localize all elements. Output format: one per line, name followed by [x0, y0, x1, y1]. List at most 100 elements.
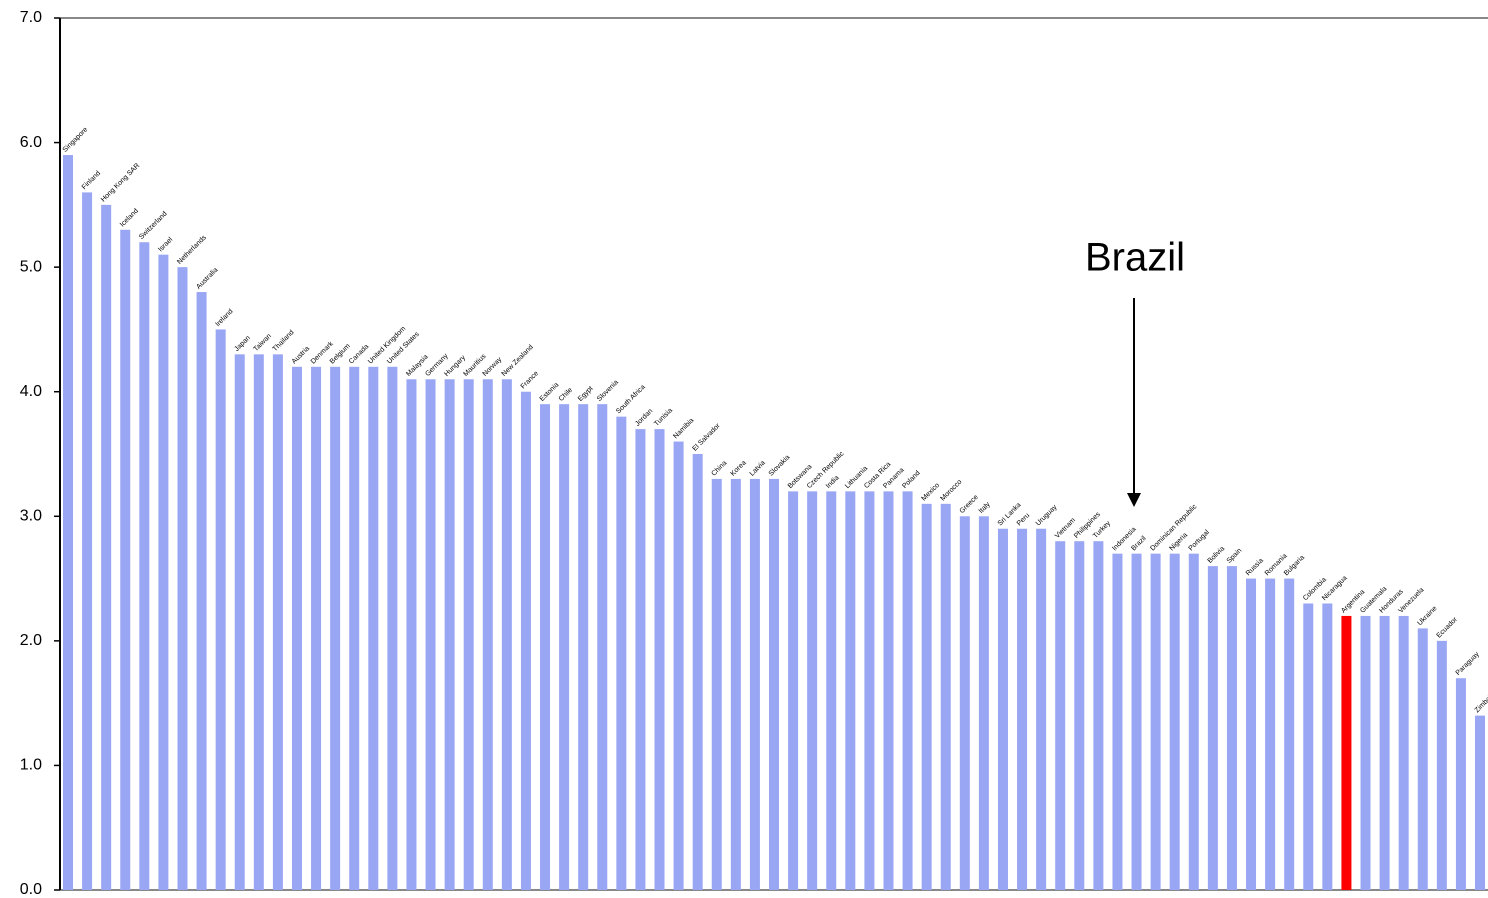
bar-label: Latvia	[749, 459, 767, 477]
bar	[444, 379, 455, 890]
bar-label: Austria	[291, 345, 311, 365]
bar-label: Greece	[959, 494, 980, 515]
bar-label: Namibia	[672, 417, 695, 440]
bar	[1055, 541, 1066, 890]
bar	[1074, 541, 1085, 890]
bar	[253, 354, 264, 890]
bar-label: New Zealand	[501, 344, 535, 378]
bar	[1398, 615, 1409, 890]
bar	[1417, 628, 1428, 890]
bar	[1112, 553, 1123, 890]
bar	[368, 366, 379, 890]
bar-label: Hong Kong SAR	[100, 162, 141, 203]
bar-label: Singapore	[62, 126, 90, 154]
bar-label: Ecuador	[1436, 616, 1460, 640]
bar	[1169, 553, 1180, 890]
bar	[101, 204, 112, 890]
y-tick-label: 3.0	[20, 508, 42, 525]
bar	[826, 491, 837, 890]
bar	[272, 354, 283, 890]
y-tick-label: 7.0	[20, 9, 42, 26]
bar-label: South Africa	[615, 384, 647, 416]
bar	[291, 366, 302, 890]
bar-label: Slovenia	[596, 379, 620, 403]
bar-label: Estonia	[539, 381, 561, 403]
bar	[520, 391, 531, 890]
bar-label: Canada	[348, 343, 370, 365]
bar	[616, 416, 627, 890]
bar	[635, 429, 646, 890]
bar-label: Australia	[195, 266, 219, 290]
bar	[1150, 553, 1161, 890]
bar-label: Switzerland	[138, 210, 169, 241]
y-tick-label: 4.0	[20, 383, 42, 400]
bar	[1131, 553, 1142, 890]
bar-label: Slovakia	[768, 454, 792, 478]
bar	[387, 366, 398, 890]
bar	[1379, 615, 1390, 890]
bar-label: Israel	[157, 236, 174, 253]
bar-label: Bolivia	[1207, 545, 1227, 565]
bar	[578, 404, 589, 890]
bar-label: Japan	[233, 335, 252, 354]
bar	[463, 379, 474, 890]
bar	[1455, 678, 1466, 890]
bar	[1322, 603, 1333, 890]
bar-label: El Salvador	[691, 422, 722, 453]
bar	[769, 478, 779, 890]
bar	[1341, 615, 1352, 890]
bar-label: Finland	[81, 170, 102, 191]
bar	[1188, 553, 1199, 890]
bar	[654, 429, 665, 890]
bar-label: Paraguay	[1455, 650, 1481, 676]
bar	[234, 354, 245, 890]
bar	[997, 528, 1008, 890]
bar-label: Morocco	[939, 479, 963, 503]
bar	[349, 366, 360, 890]
bar-label: Egypt	[577, 385, 595, 403]
bar	[788, 491, 799, 890]
bar	[311, 366, 322, 890]
bar	[940, 503, 951, 890]
bar	[1246, 578, 1257, 890]
bar-label: Brazil	[1130, 535, 1148, 553]
bar-label: Thailand	[272, 329, 296, 353]
bar-label: Jordan	[634, 408, 654, 428]
bar-label: China	[711, 460, 729, 478]
bar-label: Netherlands	[176, 234, 208, 266]
bar	[864, 491, 875, 890]
bar	[196, 292, 207, 890]
y-tick-label: 2.0	[20, 632, 42, 649]
bar-label: Chile	[558, 387, 574, 403]
bar-label: Mexico	[920, 482, 941, 503]
bar	[482, 379, 493, 890]
bar-label: Peru	[1016, 512, 1031, 527]
y-tick-label: 5.0	[20, 258, 42, 275]
bar	[1360, 615, 1371, 890]
bar	[120, 229, 131, 890]
bar	[749, 478, 760, 890]
bar	[540, 404, 551, 890]
bar	[406, 379, 417, 890]
bar-label: Italy	[978, 501, 992, 515]
bar	[1265, 578, 1276, 890]
bar	[1303, 603, 1314, 890]
y-tick-label: 6.0	[20, 134, 42, 151]
bar	[673, 441, 684, 890]
bar	[559, 404, 570, 890]
bar	[978, 516, 989, 890]
bar	[63, 155, 73, 890]
bar	[1475, 715, 1485, 890]
bar	[597, 404, 608, 890]
bar	[1207, 566, 1218, 890]
bar	[883, 491, 894, 890]
y-tick-label: 1.0	[20, 757, 42, 774]
bar-label: Tunisia	[653, 407, 674, 428]
bar-label: Ireland	[214, 308, 234, 328]
bar-label: India	[825, 474, 841, 490]
bar	[959, 516, 970, 890]
annotation: Brazil	[1085, 236, 1185, 280]
bar	[158, 254, 169, 890]
bar	[501, 379, 512, 890]
